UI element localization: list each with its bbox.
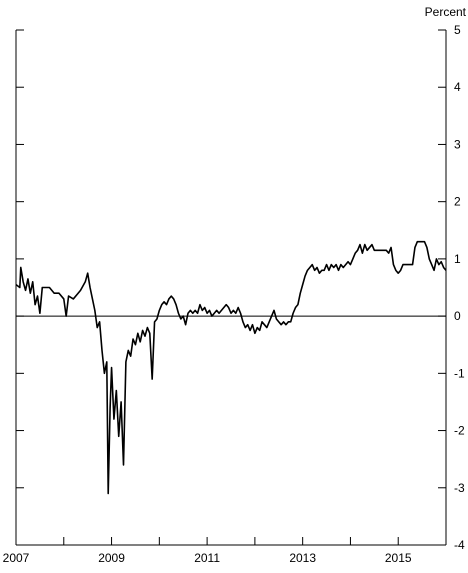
y-tick-label: 3 [454,137,461,151]
x-tick-label: 2015 [385,551,412,565]
x-tick-label: 2009 [98,551,125,565]
y-tick-label: 0 [454,309,461,323]
axes [15,30,447,546]
y-tick-label: -3 [454,481,465,495]
series-line-0 [15,240,447,495]
y-tick-label: 5 [454,23,461,37]
x-tick-label: 2011 [194,551,220,565]
tick-labels: 5 4 3 2 1 0 -1 -2 -3 -4 2007 2009 2011 2013 2015 [3,23,465,565]
tick-marks [15,29,447,546]
x-tick-label: 2007 [3,551,30,565]
y-tick-label: -2 [454,424,465,438]
y-tick-label: 2 [454,195,461,209]
y-tick-label: 4 [454,80,461,94]
x-tick-label: 2013 [289,551,316,565]
y-tick-label: -4 [454,538,465,552]
y-tick-label: 1 [454,252,461,266]
series-lines [15,240,447,495]
y-tick-label: -1 [454,366,465,380]
unit-label: Percent [425,5,467,19]
